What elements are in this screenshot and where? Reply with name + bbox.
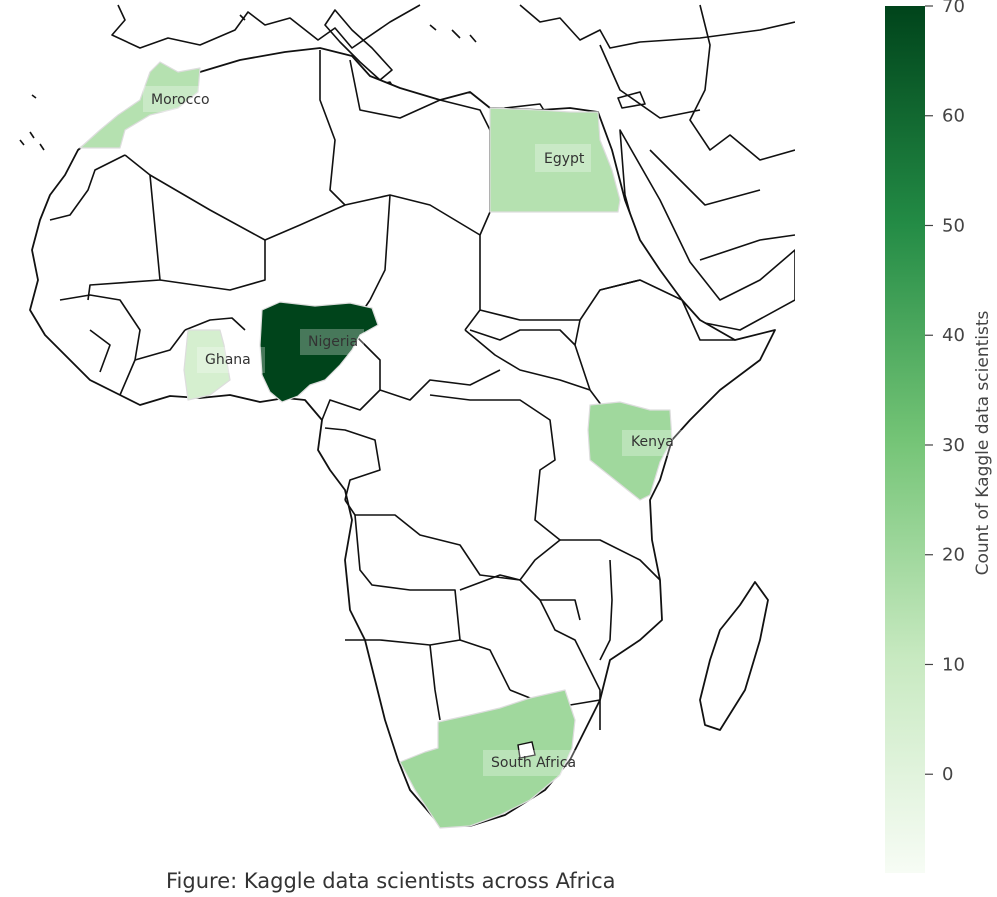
south-africa-label-box bbox=[483, 750, 587, 776]
south-africa-label: South Africa bbox=[491, 755, 576, 771]
europe-coastline bbox=[111, 4, 421, 49]
country-egypt[interactable] bbox=[489, 107, 621, 213]
country-labels: Morocco Egypt Nigeria Ghana Kenya South … bbox=[143, 86, 682, 776]
country-borders bbox=[49, 50, 735, 730]
cyprus-island bbox=[617, 91, 646, 109]
colorbar-tick-label: 0 bbox=[942, 764, 953, 785]
ghana-label-box bbox=[197, 347, 265, 373]
kenya-label-box bbox=[622, 430, 682, 456]
colorbar: 0 10 20 30 40 50 60 70 Count of Kaggle data sci… bbox=[885, 0, 993, 873]
country-morocco[interactable] bbox=[79, 61, 201, 149]
colorbar-tick-label: 20 bbox=[942, 545, 965, 566]
morocco-label: Morocco bbox=[151, 92, 210, 108]
nigeria-label: Nigeria bbox=[308, 334, 358, 350]
colorbar-tick-label: 30 bbox=[942, 435, 965, 456]
colorbar-tick-label: 40 bbox=[942, 325, 965, 346]
island-dots bbox=[19, 14, 477, 151]
colorbar-tick-label: 60 bbox=[942, 106, 965, 127]
egypt-label-box bbox=[535, 144, 591, 172]
colorbar-gradient bbox=[885, 6, 925, 873]
kenya-label: Kenya bbox=[631, 434, 674, 450]
map-area: Morocco Egypt Nigeria Ghana Kenya South … bbox=[19, 4, 795, 829]
nigeria-label-box bbox=[300, 329, 364, 355]
madagascar-island bbox=[699, 581, 769, 731]
morocco-label-box bbox=[143, 86, 219, 112]
country-nigeria[interactable] bbox=[259, 301, 379, 403]
country-kenya[interactable] bbox=[587, 401, 673, 501]
colorbar-title: Count of Kaggle data scientists bbox=[973, 310, 993, 575]
balkans-coastline bbox=[519, 4, 795, 49]
colorbar-tick-label: 50 bbox=[942, 215, 965, 236]
colorbar-tick-label: 70 bbox=[942, 0, 965, 17]
country-south-africa[interactable] bbox=[399, 689, 576, 829]
highlighted-countries bbox=[79, 61, 673, 829]
egypt-label: Egypt bbox=[544, 151, 585, 167]
colorbar-tick-label: 10 bbox=[942, 654, 965, 675]
middle-east-outline bbox=[599, 4, 795, 161]
colorbar-ticks: 0 10 20 30 40 50 60 70 bbox=[925, 0, 965, 785]
arabia-inner-borders bbox=[649, 149, 795, 261]
country-ghana[interactable] bbox=[183, 329, 231, 401]
lesotho-enclave bbox=[517, 741, 536, 759]
ghana-label: Ghana bbox=[205, 352, 251, 368]
figure-caption: Figure: Kaggle data scientists across Af… bbox=[166, 869, 616, 893]
